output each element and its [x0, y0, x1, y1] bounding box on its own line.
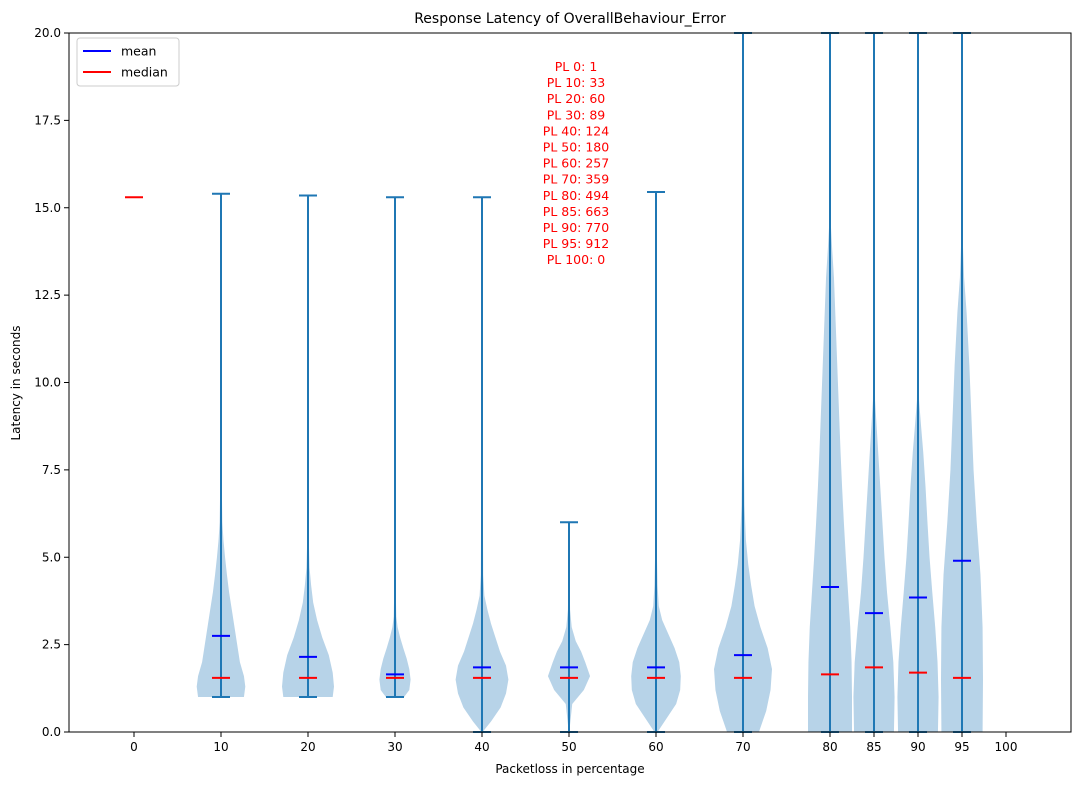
y-tick-label: 0.0: [42, 725, 61, 739]
x-tick-label: 30: [387, 740, 402, 754]
y-axis-label: Latency in seconds: [9, 325, 23, 440]
legend: mean median: [76, 37, 180, 87]
x-tick-label: 85: [866, 740, 881, 754]
y-tick-label: 10.0: [34, 376, 61, 390]
annotation-line: PL 0: 1: [555, 59, 598, 74]
y-tick-label: 7.5: [42, 463, 61, 477]
x-tick-label: 80: [822, 740, 837, 754]
x-tick-label: 10: [213, 740, 228, 754]
x-tick-label: 40: [474, 740, 489, 754]
chart-title: Response Latency of OverallBehaviour_Err…: [414, 11, 726, 27]
annotation-line: PL 20: 60: [547, 91, 606, 106]
y-tick-label: 12.5: [34, 288, 61, 302]
annotation-line: PL 40: 124: [543, 123, 609, 138]
y-axis: 0.0 2.5 5.0 7.5 10.0 12.5 15.0 17.5 20.0: [34, 26, 69, 739]
annotation-line: PL 70: 359: [543, 172, 609, 187]
annotation-line: PL 60: 257: [543, 156, 609, 171]
annotation-line: PL 80: 494: [543, 188, 609, 203]
x-tick-label: 60: [648, 740, 663, 754]
annotation-line: PL 100: 0: [547, 252, 606, 267]
x-tick-label: 0: [130, 740, 138, 754]
x-axis-label: Packetloss in percentage: [495, 762, 644, 776]
y-tick-label: 17.5: [34, 113, 61, 127]
x-tick-label: 50: [561, 740, 576, 754]
annotation-line: PL 10: 33: [547, 75, 605, 90]
annotation-line: PL 90: 770: [543, 220, 609, 235]
y-tick-label: 20.0: [34, 26, 61, 40]
y-tick-label: 5.0: [42, 550, 61, 564]
x-tick-label: 20: [300, 740, 315, 754]
x-tick-label: 90: [910, 740, 925, 754]
x-tick-label: 70: [735, 740, 750, 754]
annotation-line: PL 30: 89: [547, 107, 606, 122]
annotation-line: PL 95: 912: [543, 236, 609, 251]
legend-label-mean: mean: [121, 44, 156, 59]
x-axis: 0 10 20 30 40 50 60 70 80 85 90 95 100: [130, 732, 1017, 754]
legend-label-median: median: [121, 65, 168, 80]
x-tick-label: 100: [995, 740, 1018, 754]
y-tick-label: 15.0: [34, 201, 61, 215]
stats-group: [125, 32, 971, 733]
annotation-line: PL 85: 663: [543, 204, 609, 219]
annotation-line: PL 50: 180: [543, 140, 609, 155]
x-tick-label: 95: [954, 740, 969, 754]
y-tick-label: 2.5: [42, 638, 61, 652]
